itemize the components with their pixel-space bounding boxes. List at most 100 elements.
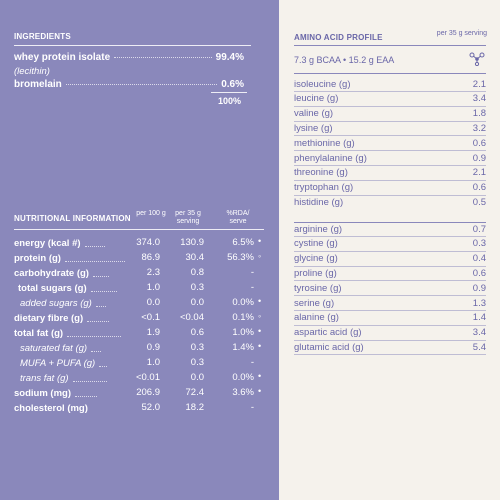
value-per-serving: 130.9 xyxy=(180,237,204,248)
amino-row: histidine (g) 0.5 xyxy=(294,195,486,209)
leader-dots xyxy=(87,320,110,322)
value-per-serving: 30.4 xyxy=(185,252,205,263)
value-rda: 0.0% xyxy=(232,297,254,308)
row-divider xyxy=(294,179,486,181)
value-per-serving: 0.3 xyxy=(190,282,204,293)
nutrient-name: saturated fat (g) xyxy=(20,342,88,354)
row-divider xyxy=(294,324,486,326)
value-rda: 1.4% xyxy=(232,342,254,353)
value-per100: 0.0 xyxy=(146,297,160,308)
leader-dots xyxy=(90,290,117,292)
value-per-serving: 0.0 xyxy=(190,297,204,308)
value-per-serving: <0.04 xyxy=(179,312,204,323)
nutrition-row: total sugars (g) 1.0 0.3 - xyxy=(14,281,264,295)
row-divider xyxy=(294,339,486,341)
amino-value: 2.1 xyxy=(472,78,486,90)
amino-value: 2.1 xyxy=(472,167,486,179)
nutrient-name: total sugars (g) xyxy=(18,282,87,294)
row-divider xyxy=(294,105,486,107)
nutrition-row: trans fat (g) <0.01 0.0 0.0% • xyxy=(14,371,264,385)
nutrition-row: carbohydrate (g) 2.3 0.8 - xyxy=(14,266,264,280)
leader-dots xyxy=(65,84,218,85)
total-divider xyxy=(211,92,247,93)
amino-row: alanine (g) 1.4 xyxy=(294,311,486,325)
column-header-rda: %RDA/ serve xyxy=(226,210,250,225)
leader-dots xyxy=(75,395,97,397)
amino-value: 1.3 xyxy=(472,297,486,309)
value-per100: 206.9 xyxy=(136,387,160,398)
row-divider xyxy=(294,120,486,122)
row-divider xyxy=(294,310,486,311)
amino-value: 3.4 xyxy=(472,93,486,105)
amino-name: threonine (g) xyxy=(294,167,348,179)
nutrition-row: total fat (g) 1.9 0.6 1.0% • xyxy=(14,326,264,340)
nutrient-name: added sugars (g) xyxy=(20,297,92,309)
leader-dots xyxy=(95,305,106,307)
value-rda: 0.0% xyxy=(232,372,254,383)
ingredient-name: bromelain xyxy=(14,79,62,90)
amino-value: 0.6 xyxy=(472,182,486,194)
nutrient-name: sodium (mg) xyxy=(14,387,71,399)
amino-name: isoleucine (g) xyxy=(294,78,351,90)
amino-name: aspartic acid (g) xyxy=(294,327,362,339)
amino-value: 1.8 xyxy=(472,108,486,120)
amino-name: proline (g) xyxy=(294,267,337,279)
value-per-serving: 0.3 xyxy=(190,357,204,368)
value-per-serving: 0.6 xyxy=(190,327,204,338)
nutrient-name: cholesterol (mg) xyxy=(14,402,88,414)
leader-dots xyxy=(99,365,108,367)
amino-summary: 7.3 g BCAA • 15.2 g EAA xyxy=(294,55,395,65)
amino-row: leucine (g) 3.4 xyxy=(294,92,486,106)
amino-value: 0.7 xyxy=(472,223,486,235)
ingredient-value: 99.4% xyxy=(215,52,244,63)
amino-value: 3.2 xyxy=(472,122,486,134)
amino-value: 3.4 xyxy=(472,327,486,339)
value-per100: <0.01 xyxy=(135,372,160,383)
amino-name: cystine (g) xyxy=(294,238,338,250)
value-per100: 1.9 xyxy=(146,327,160,338)
row-divider xyxy=(294,91,486,92)
row-divider xyxy=(294,265,486,267)
amino-row: arginine (g) 0.7 xyxy=(294,222,486,236)
value-per-serving: 0.3 xyxy=(190,342,204,353)
amino-row: threonine (g) 2.1 xyxy=(294,166,486,180)
amino-row: serine (g) 1.3 xyxy=(294,296,486,310)
value-per-serving: 72.4 xyxy=(185,387,205,398)
ingredient-subnote: (lecithin) xyxy=(14,66,50,77)
leader-dots xyxy=(72,380,107,382)
row-divider xyxy=(294,194,486,196)
amino-name: glutamic acid (g) xyxy=(294,341,364,353)
amino-row: glutamic acid (g) 5.4 xyxy=(294,340,486,354)
value-rda: - xyxy=(250,282,254,293)
amino-row: tyrosine (g) 0.9 xyxy=(294,281,486,295)
nutrition-row: protein (g) 86.9 30.4 56.3% ◦ xyxy=(14,251,264,265)
nutrient-name: total fat (g) xyxy=(14,327,64,339)
row-divider xyxy=(294,280,486,282)
amino-value: 5.4 xyxy=(472,341,486,353)
amino-name: arginine (g) xyxy=(294,223,343,235)
nutrient-name: MUFA + PUFA (g) xyxy=(20,357,96,369)
amino-name: tyrosine (g) xyxy=(294,282,342,294)
amino-name: phenylalanine (g) xyxy=(294,152,367,164)
ingredient-row: bromelain 0.6% xyxy=(14,79,244,90)
value-per-serving: 0.0 xyxy=(190,372,204,383)
leader-dots xyxy=(92,275,109,277)
leader-dots xyxy=(91,350,102,352)
value-per100: 374.0 xyxy=(136,237,160,248)
row-divider xyxy=(294,295,486,297)
footnote-marker: • xyxy=(258,341,262,351)
nutrient-name: trans fat (g) xyxy=(20,372,69,384)
footnote-marker: ◦ xyxy=(258,311,262,321)
nutrition-row: cholesterol (mg) 52.0 18.2 - xyxy=(14,401,264,415)
value-per100: 86.9 xyxy=(141,252,161,263)
amino-serving-label: per 35 g serving xyxy=(436,30,487,37)
footnote-marker: ◦ xyxy=(258,251,262,261)
amino-row: tryptophan (g) 0.6 xyxy=(294,181,486,195)
value-per100: 52.0 xyxy=(141,402,161,413)
amino-value: 0.6 xyxy=(472,137,486,149)
nutrient-name: dietary fibre (g) xyxy=(14,312,84,324)
ingredient-row: whey protein isolate 99.4% xyxy=(14,52,244,63)
amino-name: methionine (g) xyxy=(294,137,355,149)
value-rda: 3.6% xyxy=(232,387,254,398)
footnote-marker: • xyxy=(258,386,262,396)
